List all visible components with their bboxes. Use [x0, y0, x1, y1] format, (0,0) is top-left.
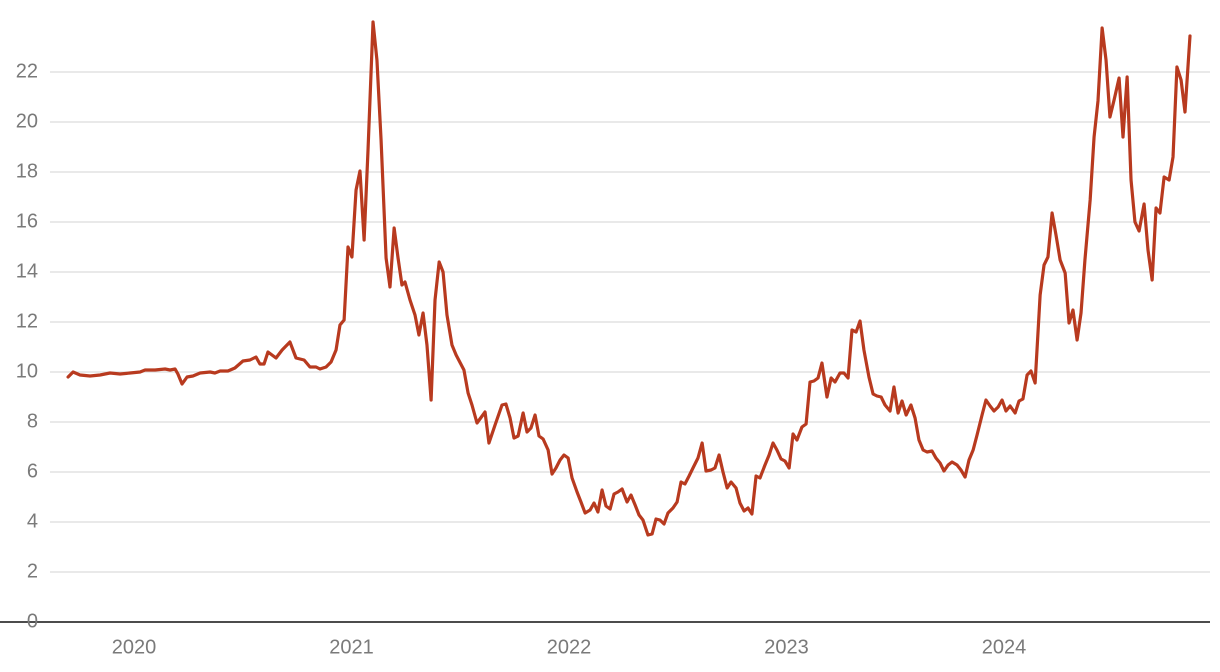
y-tick-label: 16: [16, 210, 38, 232]
x-tick-label: 2024: [982, 636, 1027, 658]
y-tick-label: 2: [27, 560, 38, 582]
price-line: [66, 20, 1192, 537]
y-tick-label: 14: [16, 260, 38, 282]
y-tick-label: 8: [27, 410, 38, 432]
y-tick-label: 18: [16, 160, 38, 182]
y-tick-label: 6: [27, 460, 38, 482]
x-tick-label: 2023: [764, 636, 809, 658]
y-tick-label: 20: [16, 110, 38, 132]
x-tick-label: 2022: [547, 636, 592, 658]
y-tick-label: 0: [27, 610, 38, 632]
y-tick-label: 10: [16, 360, 38, 382]
x-tick-label: 2021: [329, 636, 374, 658]
y-tick-label: 12: [16, 310, 38, 332]
x-tick-label: 2020: [112, 636, 157, 658]
y-tick-label: 22: [16, 60, 38, 82]
y-tick-label: 4: [27, 510, 38, 532]
